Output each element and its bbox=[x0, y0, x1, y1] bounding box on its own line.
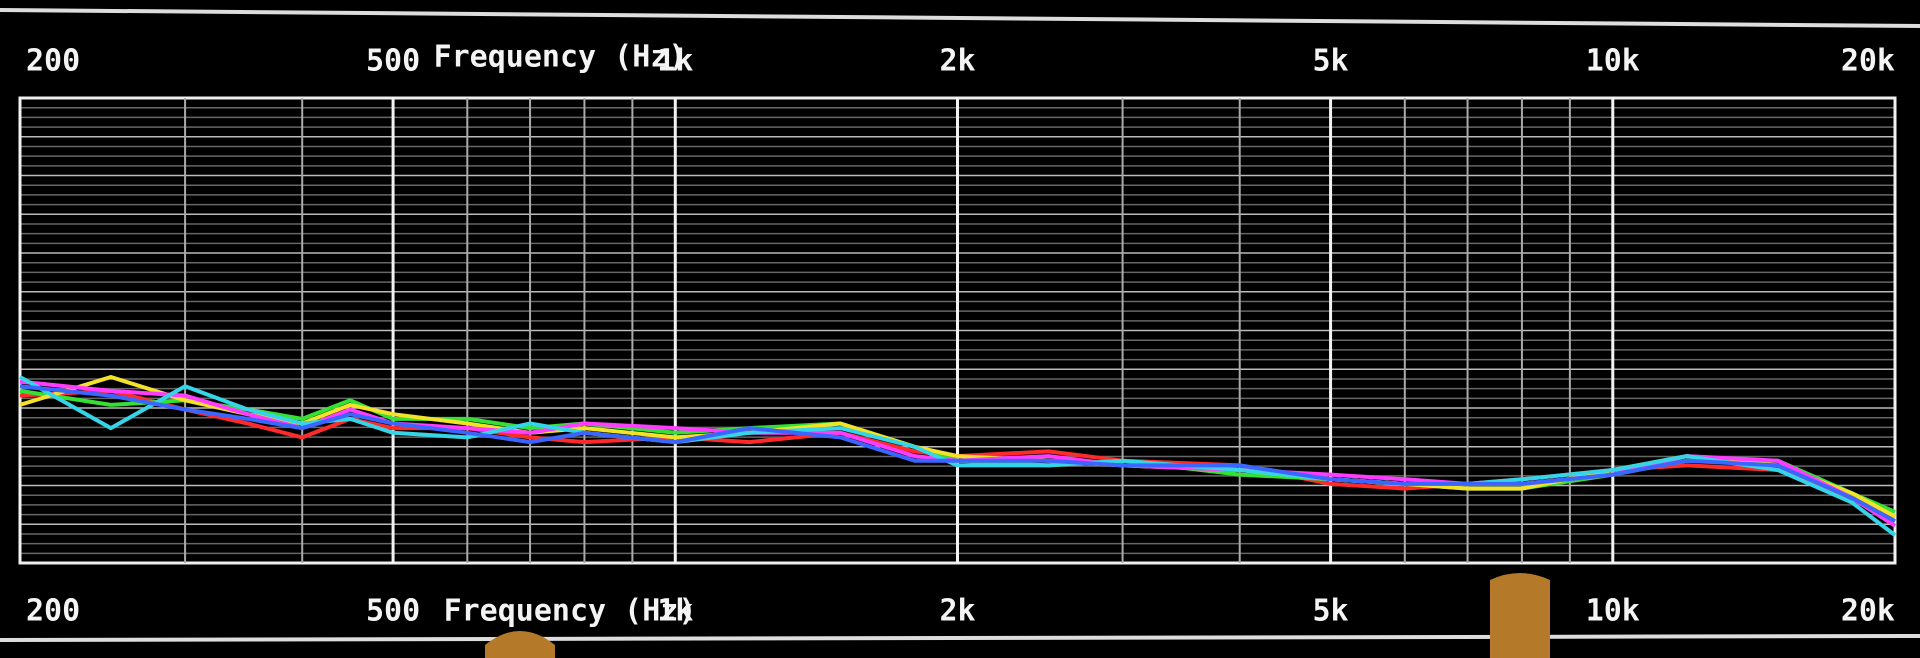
x-tick-label-top: 200 bbox=[26, 44, 80, 79]
response-line bbox=[19, 384, 1896, 523]
finger bbox=[485, 631, 555, 658]
finger bbox=[1490, 573, 1550, 658]
x-tick-label-bottom: 1k bbox=[657, 594, 693, 629]
x-tick-label-bottom: 10k bbox=[1586, 594, 1640, 629]
x-tick-label-top: 5k bbox=[1313, 44, 1349, 79]
x-axis-title-top: Frequency (Hz) bbox=[434, 40, 687, 75]
x-tick-label-top: 20k bbox=[1841, 44, 1895, 79]
x-tick-label-bottom: 5k bbox=[1313, 594, 1349, 629]
x-tick-label-top: 2k bbox=[939, 44, 975, 79]
x-tick-label-top: 10k bbox=[1586, 44, 1640, 79]
x-tick-label-bottom: 20k bbox=[1841, 594, 1895, 629]
x-axis-title-bottom: Frequency (Hz) bbox=[444, 594, 697, 629]
top-frame bbox=[0, 8, 1920, 28]
bottom-frame bbox=[0, 634, 1920, 642]
x-tick-label-bottom: 200 bbox=[26, 594, 80, 629]
plot-area: 200 200 500 500 1k 1k 2k 2k 5k 5k 10k 10k 20k 20k Freq… bbox=[18, 40, 1897, 629]
x-tick-label-top: 1k bbox=[657, 44, 693, 79]
x-tick-label-bottom: 2k bbox=[939, 594, 975, 629]
x-tick-label-top: 500 bbox=[366, 44, 420, 79]
x-tick-label-bottom: 500 bbox=[366, 594, 420, 629]
